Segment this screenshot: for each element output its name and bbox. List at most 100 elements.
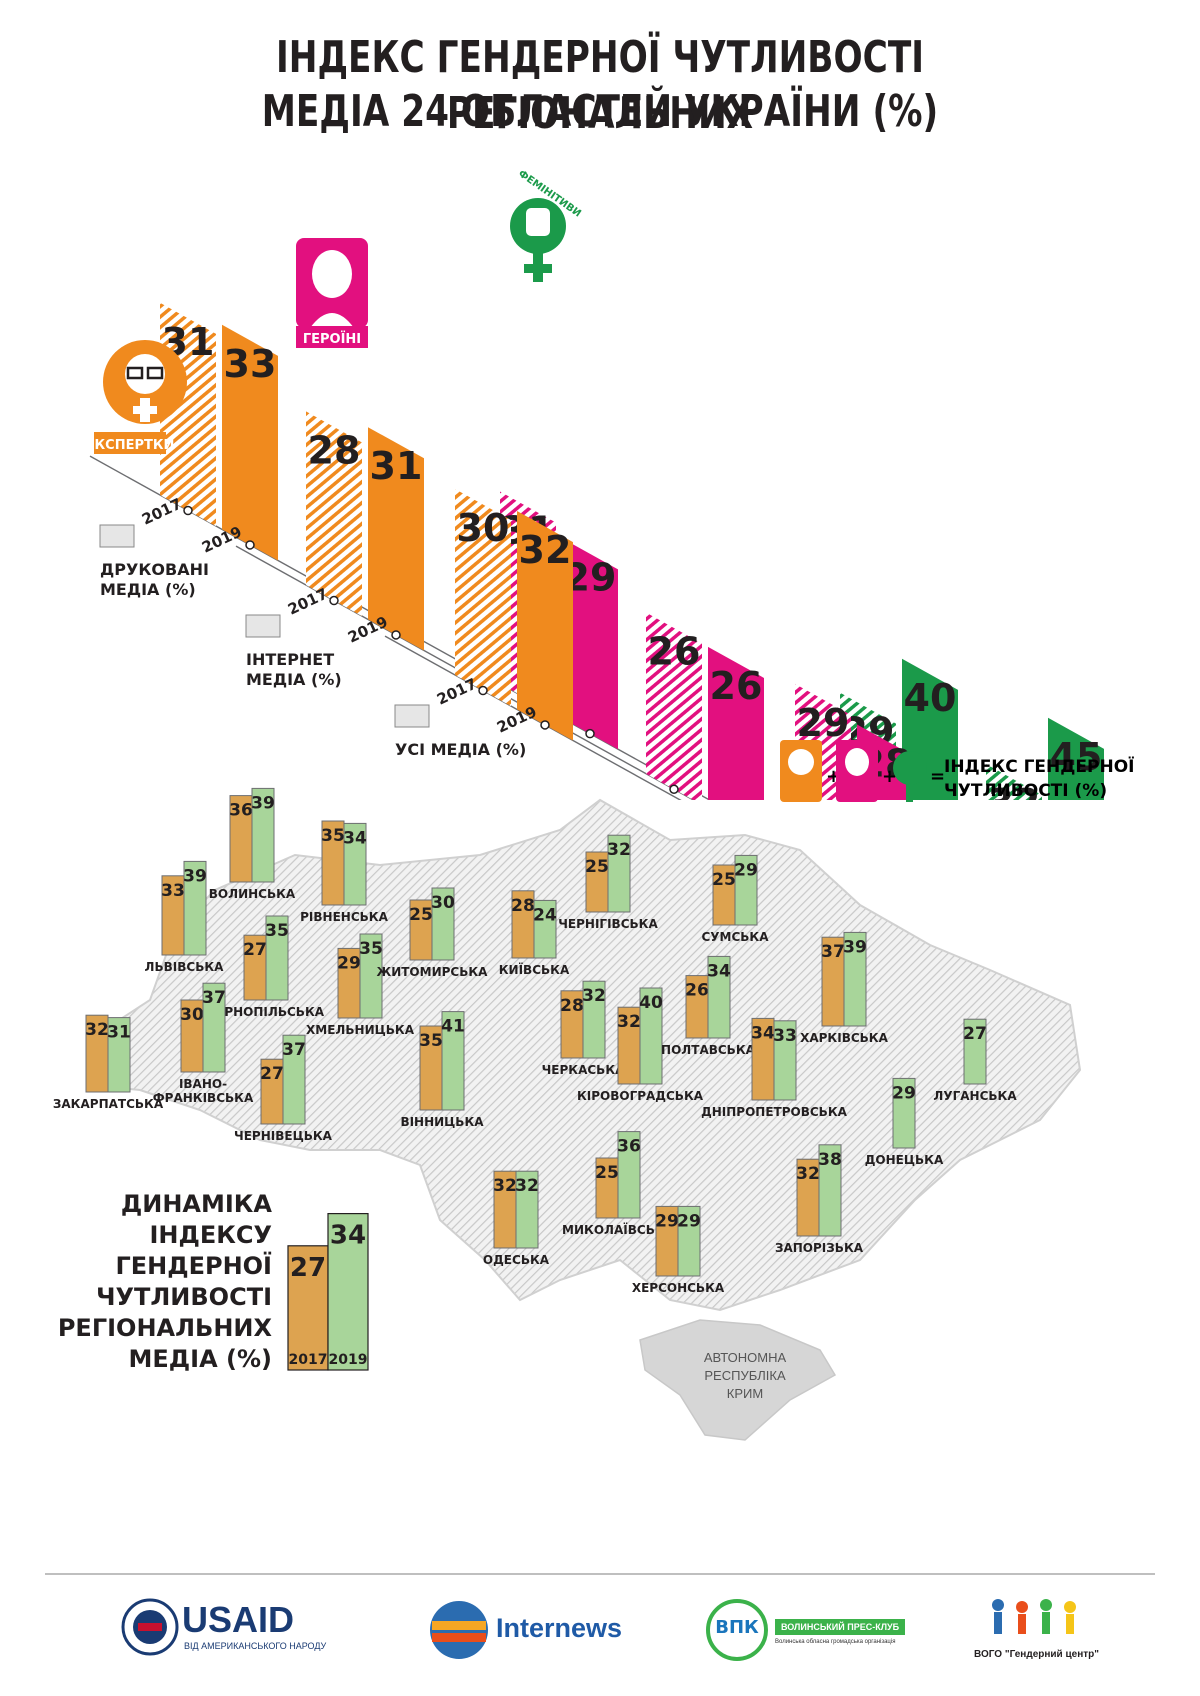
bar-base-dot (183, 505, 193, 516)
dynamics-year-label: 2019 (329, 1352, 368, 1368)
region-value-2017: 30 (180, 1005, 204, 1025)
region-11: 27 37 ЧЕРНІВЕЦЬКА (234, 1034, 333, 1143)
region-bar-2019 (843, 931, 867, 1027)
media-row-label-2: УСІ МЕДІА (%) (395, 740, 526, 759)
vpk-logo: ВПК ВОЛИНСЬКИЙ ПРЕС-КЛУБ Волинська облас… (705, 1595, 925, 1665)
region-value-2019: 32 (515, 1176, 539, 1196)
dynamics-bar-2019 (327, 1212, 369, 1371)
bar-ГЕРОЇНІ-1-2017 (646, 612, 702, 800)
region-bar-2019 (107, 1017, 131, 1093)
region-name: ОДЕСЬКА (483, 1253, 550, 1267)
region-value-2019: 35 (359, 939, 383, 959)
region-bar-2019 (183, 860, 207, 956)
region-bar-2019 (963, 1018, 987, 1085)
region-value-2019: 37 (202, 988, 226, 1008)
region-value-2017: 34 (751, 1023, 775, 1043)
region-bar-2019 (359, 933, 383, 1019)
bar-ЕКСПЕРТКИ-1-2017 (306, 411, 362, 617)
dynamics-title-line-5: МЕДІА (%) (129, 1345, 273, 1373)
region-value-2019: 24 (533, 905, 557, 925)
region-value-2019: 30 (431, 893, 455, 913)
bar-base-dot (585, 728, 595, 739)
legend-formula: + + = ІНДЕКС ГЕНДЕРНОЇ ЧУТЛИВОСТІ (%) (780, 740, 1135, 802)
media-row-label-0: ДРУКОВАНІ (100, 560, 209, 579)
region-bar-2019 (818, 1144, 842, 1237)
dynamics-value: 27 (290, 1253, 326, 1283)
bar-value-label: 32 (519, 528, 572, 572)
region-bar-2019 (441, 1011, 465, 1111)
dynamics-bar-2017 (287, 1245, 329, 1371)
region-value-2017: 32 (493, 1176, 517, 1196)
region-value-2017: 35 (419, 1031, 443, 1051)
dynamics-title-line-2: ГЕНДЕРНОЇ (115, 1251, 272, 1280)
dynamics-title-line-0: ДИНАМІКА (121, 1190, 273, 1218)
bar-base-dot (391, 630, 401, 640)
region-name: ХМЕЛЬНИЦЬКА (306, 1023, 415, 1037)
bar-base-dot (245, 540, 255, 550)
experts-label: ЕКСПЕРТКИ (86, 438, 175, 453)
bar-value-label: 31 (370, 444, 423, 488)
region-value-2017: 29 (655, 1211, 679, 1231)
region-value-2019: 41 (441, 1017, 465, 1037)
region-value-2017: 25 (585, 857, 609, 877)
region-bar-2019 (734, 854, 758, 926)
bar-value-label: 30 (457, 506, 510, 550)
region-bar-2019 (343, 822, 367, 906)
crimea-label-2: РЕСПУБЛІКА (704, 1368, 786, 1383)
region-value-2017: 32 (617, 1012, 641, 1032)
usaid-logo: USAID ВІД АМЕРИКАНСЬКОГО НАРОДУ (120, 1595, 330, 1665)
bar-ГЕРОЇНІ-0-2019 (562, 538, 618, 750)
region-name: ХАРКІВСЬКА (800, 1031, 889, 1045)
region-name: ЗАПОРІЗЬКА (775, 1241, 864, 1255)
legend-heroines-head (845, 748, 869, 776)
heroines-label: ГЕРОЇНІ (303, 331, 361, 347)
region-name-b: ФРАНКІВСЬКА (153, 1091, 254, 1105)
region-value-2017: 27 (260, 1064, 284, 1084)
region-name: ДОНЕЦЬКА (865, 1153, 944, 1167)
region-value-2017: 33 (161, 881, 185, 901)
region-value-2017: 28 (511, 896, 535, 916)
dynamics-value: 34 (330, 1221, 366, 1251)
region-bar-2019 (251, 787, 275, 883)
region-bar-2019 (582, 980, 606, 1059)
region-value-2017: 35 (321, 826, 345, 846)
bar-value-label: 29 (797, 701, 850, 745)
region-value-2019: 29 (677, 1211, 701, 1231)
region-value-2017: 28 (560, 996, 584, 1016)
region-name: ПОЛТАВСЬКА (661, 1043, 756, 1057)
region-bar-2019 (892, 1077, 916, 1149)
gender-center-logo: ВОГО "Гендерний центр" (974, 1595, 1100, 1665)
newspaper-plus-monitor-icon (394, 704, 430, 728)
region-value-2019: 34 (707, 961, 731, 981)
region-name: ЧЕРНІВЕЦЬКА (234, 1129, 333, 1143)
region-name: РІВНЕНСЬКА (300, 910, 388, 924)
region-name: ВОЛИНСЬКА (209, 887, 296, 901)
dynamics-title-line-1: ІНДЕКСУ (149, 1221, 272, 1249)
region-value-2017: 26 (685, 981, 709, 1001)
legend-experts-head (788, 749, 814, 775)
bar-value-label: 40 (904, 676, 957, 720)
region-name: ХЕРСОНСЬКА (632, 1281, 725, 1295)
bar-value-label: 32 (988, 781, 1041, 800)
media-row-label-0-b: МЕДІА (%) (100, 580, 196, 599)
crimea-label-1: АВТОНОМНА (704, 1350, 787, 1365)
region-value-2019: 40 (639, 993, 663, 1013)
region-19: 29 ДОНЕЦЬКА (865, 1077, 944, 1167)
bar-base-dot (540, 720, 550, 730)
internews-logo: Internews (428, 1595, 628, 1665)
dynamics-year-label: 2017 (289, 1352, 328, 1368)
footer-divider (45, 1573, 1155, 1575)
region-bar-2019 (639, 987, 663, 1085)
